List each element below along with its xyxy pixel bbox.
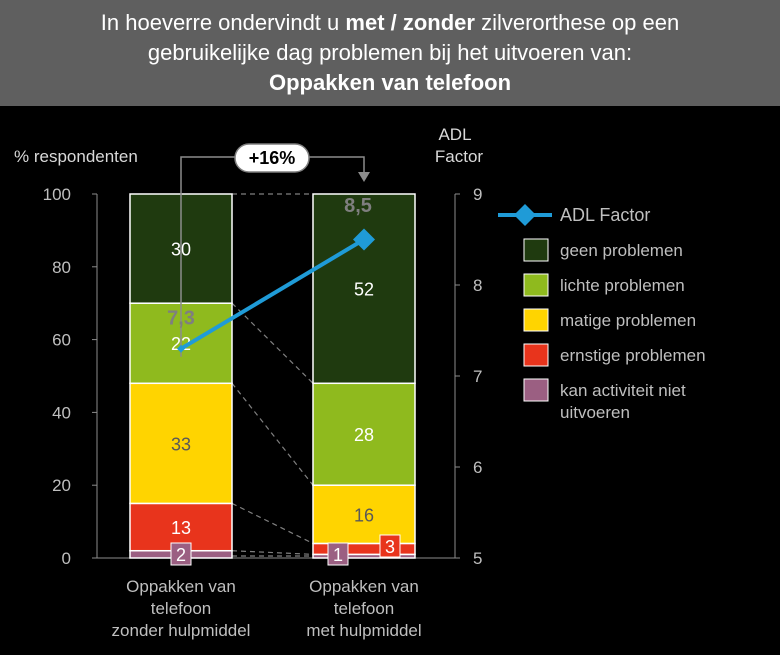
small-value-box xyxy=(327,542,349,566)
legend-label: ADL Factor xyxy=(560,205,650,225)
legend-label: uitvoeren xyxy=(560,403,630,422)
bar-segment xyxy=(312,382,416,486)
segment-value-label: 16 xyxy=(354,505,374,525)
y2-axis-label-line1: ADL xyxy=(438,125,471,144)
segment-value-label: 2 xyxy=(176,545,186,565)
legend-swatch xyxy=(523,378,549,402)
legend-label: kan activiteit niet xyxy=(560,381,686,400)
legend-swatch xyxy=(523,273,549,297)
y-axis-label: % respondenten xyxy=(14,147,138,166)
segment-value-label: 28 xyxy=(354,425,374,445)
title-line-2: gebruikelijke dag problemen bij het uitv… xyxy=(147,40,633,65)
y2-tick-label: 9 xyxy=(473,185,482,204)
category-label: met hulpmiddel xyxy=(306,621,421,640)
bar-segment xyxy=(312,193,416,385)
adl-point-marker xyxy=(353,228,375,251)
category-label: telefoon xyxy=(151,599,212,618)
legend-label: geen problemen xyxy=(560,241,683,260)
segment-value-label: 33 xyxy=(171,434,191,454)
adl-point-label: 7,3 xyxy=(167,308,195,330)
category-label: Oppakken van xyxy=(309,577,419,596)
segment-value-label: 1 xyxy=(333,545,343,565)
y2-tick-label: 7 xyxy=(473,367,482,386)
connector-line xyxy=(231,302,314,384)
title-bold: met / zonder xyxy=(345,10,475,35)
legend-swatch xyxy=(523,308,549,332)
y-tick-label: 20 xyxy=(52,476,71,495)
connector-line xyxy=(231,382,314,486)
connector-line xyxy=(231,550,314,555)
legend-label: lichte problemen xyxy=(560,276,685,295)
y-tick-label: 80 xyxy=(52,258,71,277)
title-line-1: In hoeverre ondervindt u met / zonder zi… xyxy=(100,10,680,35)
segment-value-label: 52 xyxy=(354,280,374,300)
y-tick-label: 100 xyxy=(43,185,71,204)
adl-point-label: 8,5 xyxy=(344,195,372,217)
y-tick-label: 0 xyxy=(62,549,71,568)
legend-marker-swatch xyxy=(514,204,536,226)
legend-swatch xyxy=(523,343,549,367)
legend-swatch xyxy=(523,238,549,262)
bar-segment xyxy=(129,382,233,505)
change-arrow-head xyxy=(358,172,370,182)
segment-value-label: 13 xyxy=(171,518,191,538)
connector-line xyxy=(231,502,314,544)
category-label: zonder hulpmiddel xyxy=(112,621,251,640)
legend-label: matige problemen xyxy=(560,311,696,330)
y2-tick-label: 5 xyxy=(473,549,482,568)
y2-tick-label: 6 xyxy=(473,458,482,477)
adl-point-marker xyxy=(177,344,185,353)
change-label-box xyxy=(234,143,310,173)
category-label: telefoon xyxy=(334,599,395,618)
segment-value-label: 3 xyxy=(385,537,395,557)
y-tick-label: 60 xyxy=(52,331,71,350)
small-value-box xyxy=(170,542,192,566)
y2-axis-label-line2: Factor xyxy=(435,147,484,166)
legend-label: ernstige problemen xyxy=(560,346,706,365)
y2-tick-label: 8 xyxy=(473,276,482,295)
small-value-box xyxy=(379,534,401,558)
title-line-3: Oppakken van telefoon xyxy=(268,70,512,95)
y-tick-label: 40 xyxy=(52,403,71,422)
change-label: +16% xyxy=(249,148,296,168)
category-label: Oppakken van xyxy=(126,577,236,596)
adl-line xyxy=(179,237,366,351)
chart-title: In hoeverre ondervindt u met / zonder zi… xyxy=(0,0,780,106)
